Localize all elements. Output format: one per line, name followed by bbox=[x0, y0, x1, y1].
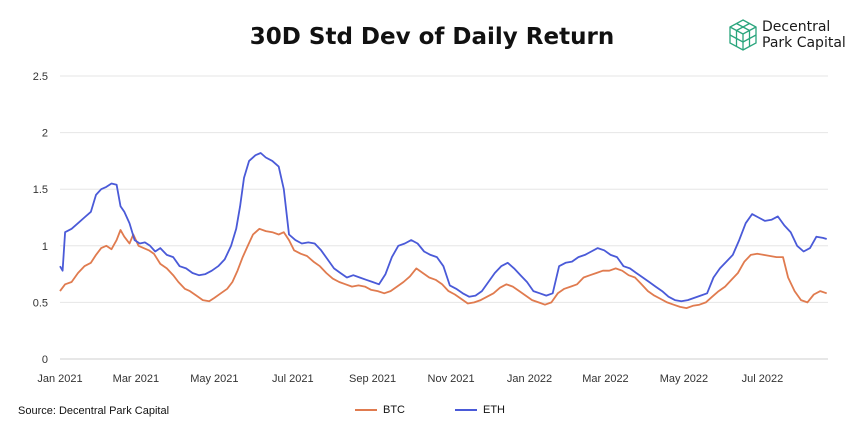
x-tick-label: Nov 2021 bbox=[428, 373, 475, 385]
y-tick-label: 1 bbox=[42, 241, 48, 253]
x-tick-label: Jan 2021 bbox=[37, 373, 82, 385]
chart-title: 30D Std Dev of Daily Return bbox=[249, 24, 615, 50]
legend-swatch-btc bbox=[355, 409, 377, 411]
legend-item-eth: ETH bbox=[455, 404, 505, 416]
x-tick-label: Jul 2021 bbox=[272, 373, 314, 385]
y-tick-label: 0 bbox=[42, 354, 48, 366]
brand-logo: Decentral Park Capital bbox=[728, 18, 858, 54]
legend-item-btc: BTC bbox=[355, 404, 405, 416]
x-tick-label: Mar 2021 bbox=[113, 373, 159, 385]
brand-name-line2: Park Capital bbox=[762, 35, 846, 51]
brand-name-line1: Decentral bbox=[762, 19, 831, 35]
series-line-eth bbox=[59, 152, 827, 303]
legend-swatch-eth bbox=[455, 409, 477, 411]
y-tick-label: 1.5 bbox=[33, 184, 48, 196]
x-tick-label: Jul 2022 bbox=[742, 373, 784, 385]
x-tick-label: Jan 2022 bbox=[507, 373, 552, 385]
series-line-btc bbox=[59, 227, 827, 309]
cube-logo-icon bbox=[729, 19, 757, 51]
source-note: Source: Decentral Park Capital bbox=[18, 405, 170, 417]
x-tick-label: May 2021 bbox=[190, 373, 238, 385]
y-tick-label: 2 bbox=[42, 128, 48, 140]
y-tick-label: 2.5 bbox=[33, 71, 48, 83]
legend-label-eth: ETH bbox=[483, 404, 505, 416]
y-tick-label: 0.5 bbox=[33, 297, 48, 309]
x-tick-label: May 2022 bbox=[660, 373, 708, 385]
x-tick-label: Mar 2022 bbox=[582, 373, 628, 385]
legend-label-btc: BTC bbox=[383, 404, 405, 416]
x-tick-label: Sep 2021 bbox=[349, 373, 396, 385]
